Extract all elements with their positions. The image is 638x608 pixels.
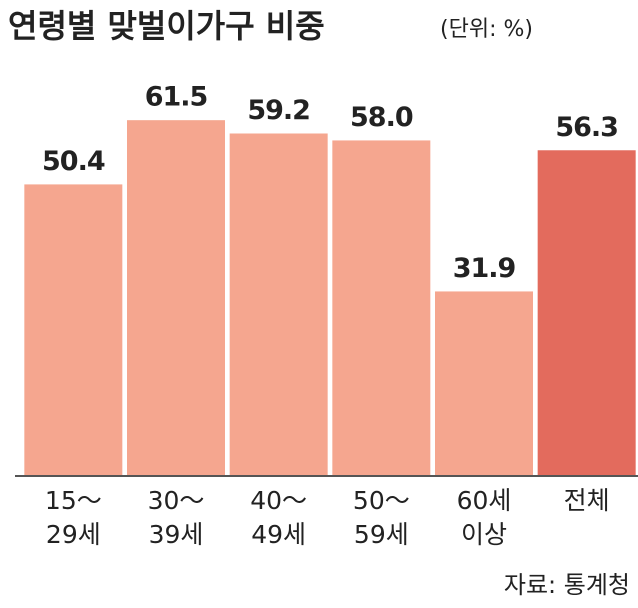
x-tick-label: 49세	[251, 520, 306, 549]
bar	[127, 120, 225, 476]
x-tick-label: 50～	[353, 486, 410, 515]
x-tick-label: 29세	[46, 520, 101, 549]
value-label: 58.0	[350, 102, 413, 133]
value-label: 31.9	[453, 253, 516, 284]
x-tick-label: 이상	[461, 520, 507, 549]
source: 자료: 통계청	[504, 571, 630, 599]
value-label: 50.4	[42, 146, 105, 177]
x-tick-label: 60세	[457, 486, 512, 515]
bar	[332, 140, 431, 476]
value-label: 59.2	[247, 95, 310, 126]
bar	[537, 150, 636, 476]
value-label: 56.3	[555, 112, 618, 143]
x-tick-label: 40～	[250, 486, 307, 515]
x-tick-label: 59세	[354, 520, 409, 549]
value-label: 61.5	[145, 82, 208, 113]
x-tick-label: 30～	[148, 486, 205, 515]
bar	[24, 184, 123, 476]
chart-subtitle: (단위: %)	[440, 17, 533, 42]
bar	[435, 291, 533, 476]
chart-title: 연령별 맞벌이가구 비중	[8, 7, 325, 45]
x-tick-label: 15～	[45, 486, 102, 515]
x-tick-label: 전체	[564, 486, 610, 515]
x-tick-label: 39세	[149, 520, 204, 549]
bar	[229, 133, 328, 476]
